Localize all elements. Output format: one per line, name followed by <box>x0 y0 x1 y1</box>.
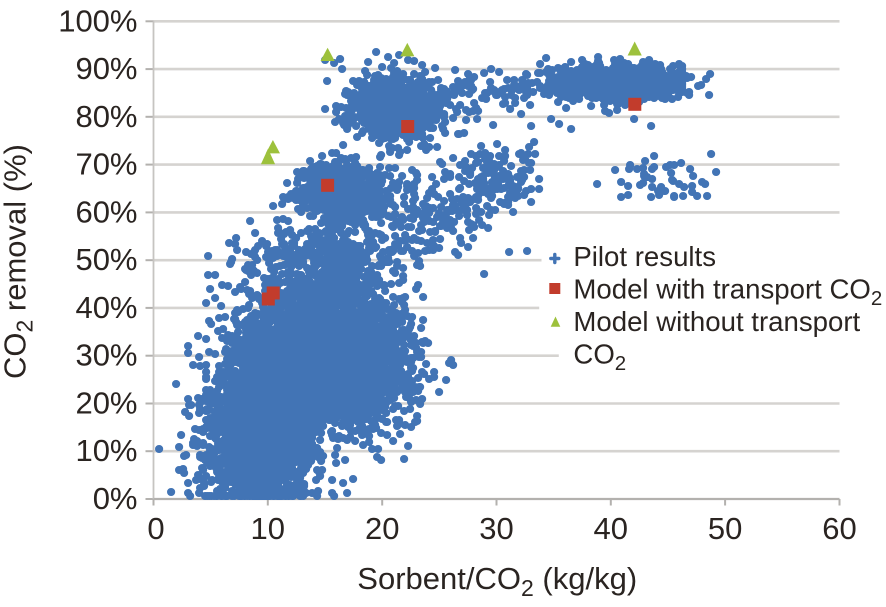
svg-text:20%: 20% <box>75 386 137 421</box>
svg-text:CO2 removal (%): CO2 removal (%) <box>0 144 38 379</box>
svg-text:30: 30 <box>479 511 513 546</box>
svg-text:CO2: CO2 <box>573 339 626 376</box>
svg-text:50%: 50% <box>75 242 137 277</box>
svg-text:Model without transport: Model without transport <box>573 306 860 337</box>
svg-text:10: 10 <box>251 511 285 546</box>
svg-text:60: 60 <box>822 511 856 546</box>
svg-text:0%: 0% <box>93 481 138 516</box>
svg-text:30%: 30% <box>75 338 137 373</box>
svg-text:10%: 10% <box>75 433 137 468</box>
svg-text:40%: 40% <box>75 290 137 325</box>
svg-text:80%: 80% <box>75 99 137 134</box>
svg-text:Pilot results: Pilot results <box>573 241 716 272</box>
svg-text:60%: 60% <box>75 194 137 229</box>
svg-text:100%: 100% <box>58 3 137 38</box>
svg-text:0: 0 <box>147 511 164 546</box>
svg-text:40: 40 <box>594 511 628 546</box>
svg-text:Model with transport CO2: Model with transport CO2 <box>573 274 882 311</box>
svg-text:20: 20 <box>365 511 399 546</box>
svg-text:50: 50 <box>708 511 742 546</box>
svg-text:70%: 70% <box>75 147 137 182</box>
svg-text:90%: 90% <box>75 51 137 86</box>
svg-text:Sorbent/CO2 (kg/kg): Sorbent/CO2 (kg/kg) <box>357 561 637 601</box>
